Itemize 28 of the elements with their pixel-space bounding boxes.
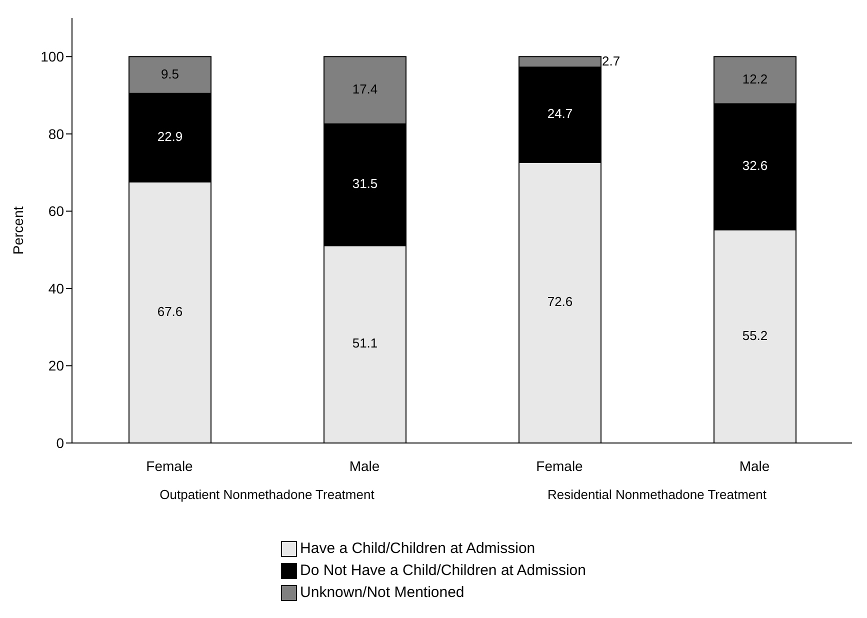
legend-label: Have a Child/Children at Admission [300, 539, 536, 559]
data-label: 67.6 [157, 304, 183, 319]
text: Residential Nonmethadone Treatment [548, 487, 767, 502]
data-label: 2.7 [602, 53, 620, 68]
x-tick-label: Male [349, 458, 380, 474]
data-label: 17.4 [352, 82, 378, 97]
legend-label: Unknown/Not Mentioned [300, 583, 464, 603]
y-tick-label: 0 [56, 434, 64, 451]
data-label: 32.6 [742, 158, 768, 174]
y-tick-label: 40 [48, 280, 64, 296]
data-label: 31.5 [352, 176, 378, 192]
data-label: 12.2 [742, 72, 768, 87]
y-tick-label: 80 [48, 126, 64, 142]
y-axis-title: Percent [10, 206, 26, 255]
legend-label: Do Not Have a Child/Children at Admission [300, 561, 586, 581]
y-tick-label: 20 [48, 358, 64, 374]
text: Outpatient Nonmethadone Treatment [160, 487, 375, 502]
data-label: 51.1 [352, 336, 378, 351]
data-label: 55.2 [742, 328, 768, 343]
y-tick-label: 60 [48, 203, 64, 220]
data-label: 72.6 [547, 294, 573, 310]
y-tick-label: 100 [40, 48, 64, 65]
data-label: 9.5 [160, 66, 180, 82]
x-tick-label: Female [146, 458, 194, 474]
x-tick-label: Female [536, 458, 584, 474]
data-label: 22.9 [157, 129, 183, 144]
x-tick-label: Male [739, 458, 770, 474]
data-label: 24.7 [547, 106, 573, 122]
